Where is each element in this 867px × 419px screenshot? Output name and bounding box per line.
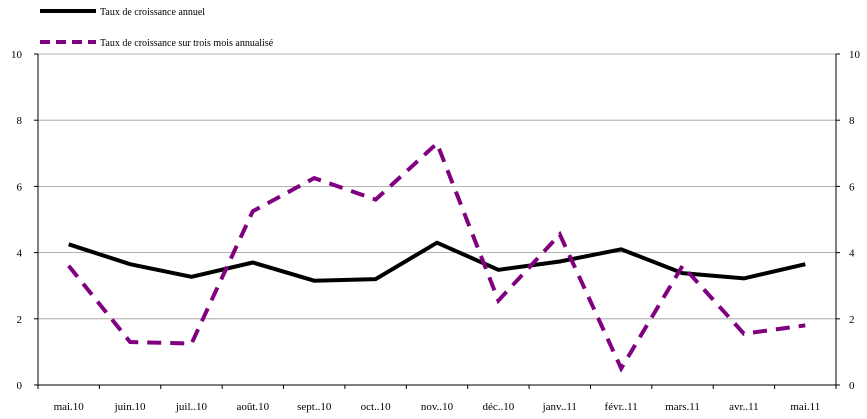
x-tick-label: déc..10 (483, 401, 515, 413)
y-axis-right-ticks: 0 2 4 6 8 10 (836, 49, 861, 392)
x-tick-label: févr..11 (605, 401, 638, 413)
y-right-tick-label: 8 (849, 115, 855, 127)
x-tick-label: oct..10 (361, 401, 391, 413)
y-axis-left-ticks: 0 2 4 6 8 10 (11, 49, 38, 392)
x-tick-label: sept..10 (297, 401, 332, 413)
x-tick-label: mars.11 (665, 401, 700, 413)
series-line-three-month (67, 139, 806, 373)
x-tick-label: août.10 (236, 401, 269, 413)
x-axis-ticks: mai.10 juin.10 juil..10 août.10 sept..10 oct.… (37, 385, 837, 413)
y-right-tick-label: 4 (849, 248, 855, 260)
legend: Taux de croissance annuel Taux de croiss… (40, 7, 274, 49)
y-right-tick-label: 0 (849, 380, 855, 392)
y-left-tick-label: 6 (17, 181, 23, 193)
y-right-tick-label: 2 (849, 314, 855, 326)
gridlines (38, 53, 836, 320)
series-line-annual (68, 240, 806, 283)
legend-label-annual: Taux de croissance annuel (100, 7, 205, 18)
x-tick-label: janv..11 (542, 401, 577, 413)
y-right-tick-label: 6 (849, 181, 855, 193)
y-right-tick-label: 10 (849, 49, 861, 61)
x-tick-label: juin.10 (114, 401, 146, 413)
x-tick-label: nov..10 (421, 401, 454, 413)
x-tick-label: avr..11 (729, 401, 759, 413)
series-lines (67, 139, 806, 373)
y-left-tick-label: 4 (17, 248, 23, 260)
legend-item-three-month: Taux de croissance sur trois mois annual… (40, 38, 274, 49)
y-left-tick-label: 8 (17, 115, 23, 127)
y-left-tick-label: 0 (17, 380, 23, 392)
y-left-tick-label: 10 (11, 49, 23, 61)
legend-item-annual: Taux de croissance annuel (40, 7, 205, 18)
y-left-tick-label: 2 (17, 314, 23, 326)
axes (37, 54, 837, 386)
x-tick-label: juil..10 (175, 401, 208, 413)
legend-label-three-month: Taux de croissance sur trois mois annual… (100, 38, 274, 49)
x-tick-label: mai.11 (790, 401, 820, 413)
x-tick-label: mai.10 (54, 401, 85, 413)
